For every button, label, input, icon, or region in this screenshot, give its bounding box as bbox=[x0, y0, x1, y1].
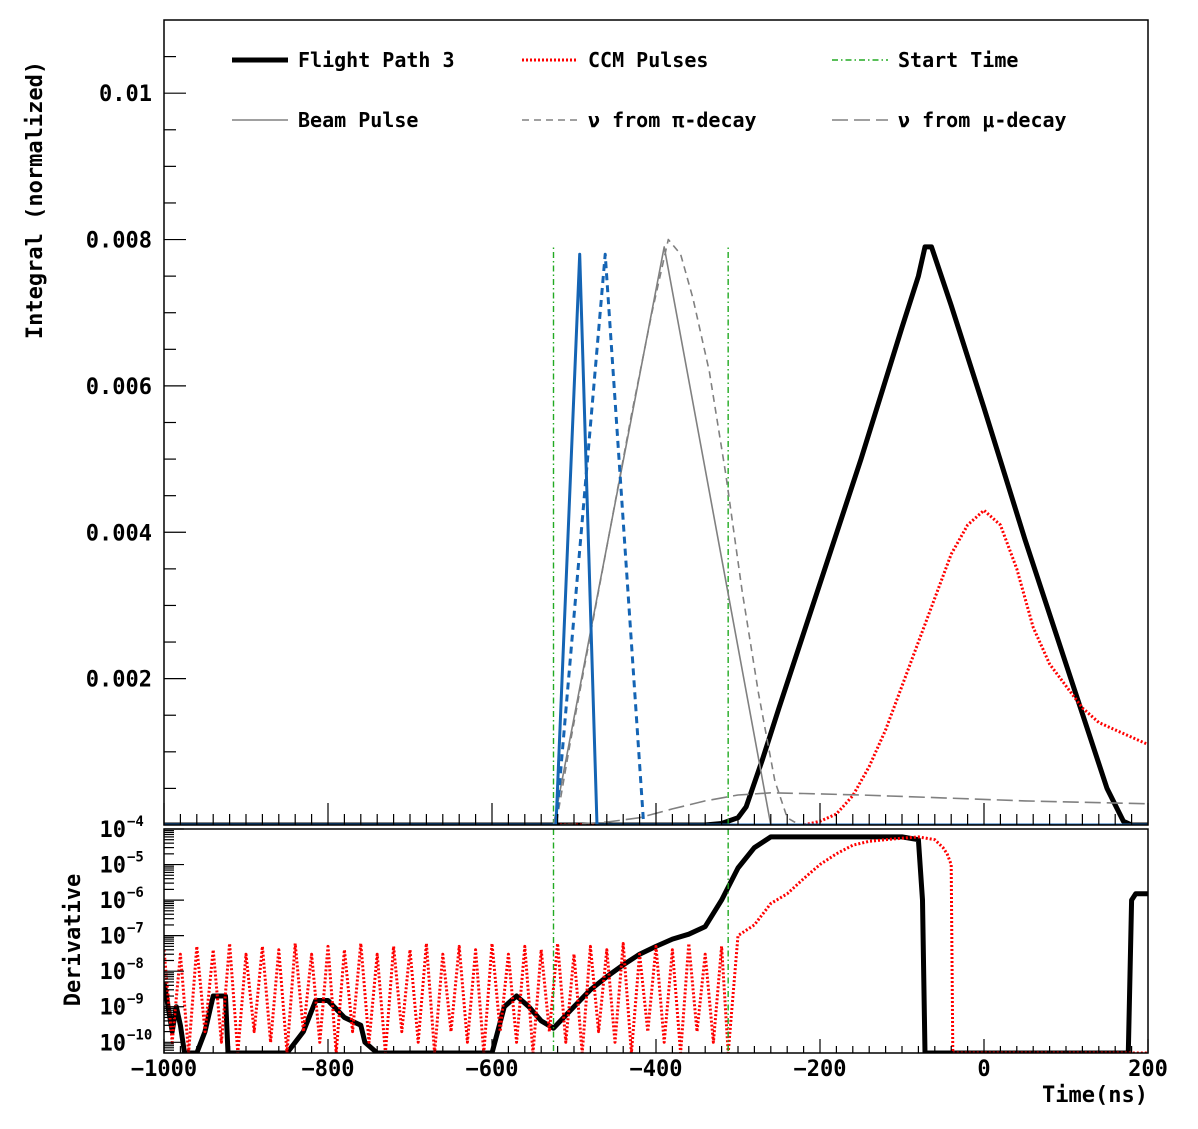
bottom-y-tick-label-exponent: −7 bbox=[127, 921, 144, 937]
bottom-panel-series bbox=[164, 829, 1148, 1053]
bottom-y-tick-label-exponent: −9 bbox=[127, 992, 144, 1008]
bottom-x-tick-label: 200 bbox=[1128, 1057, 1168, 1082]
top-series-flight-path-3 bbox=[164, 244, 1148, 825]
bottom-y-tick-label: 10 bbox=[100, 996, 127, 1021]
legend-label-flight-path-3: Flight Path 3 bbox=[298, 48, 455, 72]
bottom-x-tick-label: −1000 bbox=[131, 1057, 197, 1082]
bottom-panel-frame bbox=[163, 828, 1149, 1054]
top-y-axis-title: Integral (normalized) bbox=[23, 61, 48, 339]
bottom-y-tick-label: 10 bbox=[100, 854, 127, 879]
bottom-y-tick-label-exponent: −8 bbox=[127, 956, 144, 972]
bottom-series-ccm-pulses bbox=[164, 835, 1148, 1053]
bottom-y-tick-label-exponent: −4 bbox=[127, 814, 144, 830]
top-series-ccm-pulses bbox=[164, 508, 1148, 825]
bottom-x-tick-label: −400 bbox=[630, 1057, 683, 1082]
legend-label-ccm-pulses: CCM Pulses bbox=[588, 48, 708, 72]
bottom-y-tick-label: 10 bbox=[100, 818, 127, 843]
top-series-unlabeled-7 bbox=[164, 252, 1148, 825]
top-series-unlabeled-6 bbox=[164, 252, 1148, 825]
bottom-x-tick-label: −600 bbox=[466, 1057, 519, 1082]
bottom-x-tick-label: −800 bbox=[302, 1057, 355, 1082]
bottom-x-tick-label: −200 bbox=[794, 1057, 847, 1082]
top-y-tick-label: 0.006 bbox=[86, 375, 152, 400]
top-panel-frame bbox=[163, 19, 1149, 826]
top-series-from-decay bbox=[164, 791, 1148, 825]
legend-label-from-decay: ν from μ-decay bbox=[898, 108, 1067, 132]
bottom-y-tick-label: 10 bbox=[100, 960, 127, 985]
bottom-x-tick-label: 0 bbox=[977, 1057, 990, 1082]
axes: 0.002 0.004 0.006 0.008 0.01 Integral (normal… bbox=[23, 19, 1168, 1108]
top-y-tick-label: 0.008 bbox=[86, 229, 152, 254]
bottom-x-axis-title: Time(ns) bbox=[1042, 1083, 1148, 1108]
legend: Flight Path 3 CCM Pulses Start Time Beam Pu… bbox=[232, 48, 1067, 132]
bottom-y-tick-label: 10 bbox=[100, 889, 127, 914]
bottom-y-axis-title: Derivative bbox=[61, 874, 86, 1006]
legend-label-from-decay: ν from π-decay bbox=[588, 108, 757, 132]
legend-label-beam-pulse: Beam Pulse bbox=[298, 108, 418, 132]
bottom-y-tick-label: 10 bbox=[100, 1031, 127, 1056]
top-series-from-decay bbox=[164, 238, 1148, 825]
bottom-y-tick-label-exponent: −6 bbox=[127, 885, 144, 901]
top-series-beam-pulse bbox=[164, 246, 1148, 825]
top-panel-series bbox=[164, 238, 1148, 825]
bottom-y-tick-label: 10 bbox=[100, 925, 127, 950]
top-y-tick-label: 0.01 bbox=[99, 82, 152, 107]
bottom-y-tick-label-exponent: −5 bbox=[127, 850, 144, 866]
top-y-tick-label: 0.004 bbox=[86, 521, 152, 546]
bottom-y-tick-label-exponent: −10 bbox=[127, 1027, 152, 1043]
top-y-tick-label: 0.002 bbox=[86, 668, 152, 693]
legend-label-start-time: Start Time bbox=[898, 48, 1018, 72]
